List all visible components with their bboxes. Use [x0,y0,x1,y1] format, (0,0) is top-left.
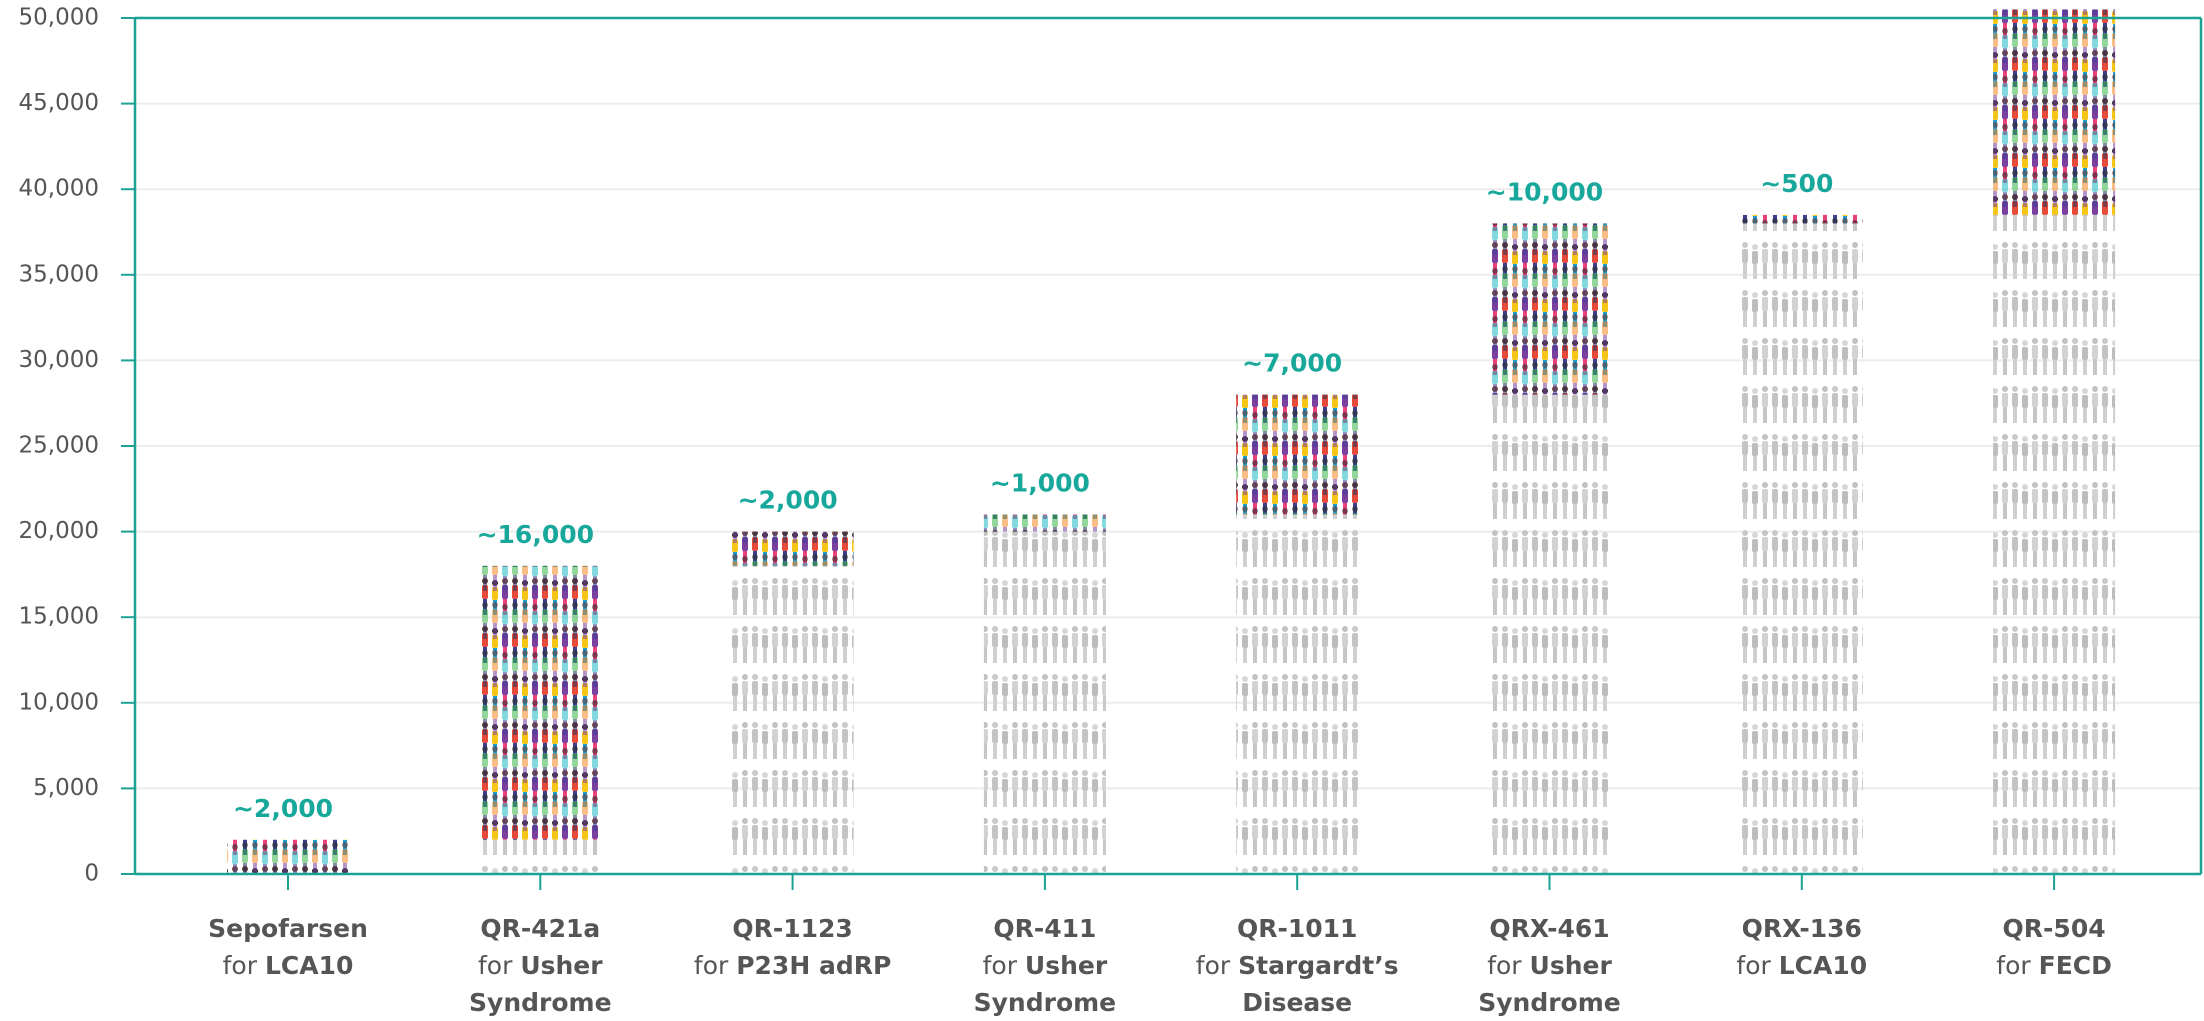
category-name: QR-411 [993,914,1096,943]
y-tick-label: 30,000 [19,347,99,373]
target-prefix: for [478,951,512,980]
value-label: ~500 [1760,169,1833,198]
target-name: P23H adRP [736,951,891,980]
bar-overlay [479,566,601,840]
stack-base [984,532,1106,874]
stack-base [1236,514,1358,874]
bars [227,9,2115,874]
value-label: ~10,000 [1486,177,1603,206]
value-label: ~2,000 [233,794,333,823]
stack-base [1993,215,2115,874]
target-prefix: for [223,951,257,980]
target-name: FECD [2039,951,2112,980]
bar-group [479,566,601,840]
bar-group [732,532,854,566]
bar-overlay [227,840,349,874]
category-name: QR-1123 [732,914,852,943]
bar-group [1236,395,1358,515]
category-name: QR-504 [2003,914,2106,943]
target-prefix: for [1487,951,1521,980]
chart: 0 5,000 10,000 15,000 20,000 25,000 30,000 35,0… [0,0,2204,1017]
category-name: QRX-136 [1742,914,1862,943]
category-label: QR-504 for FECD [1949,910,2159,984]
category-name: QR-1011 [1237,914,1357,943]
category-label: QRX-136 for LCA10 [1697,910,1907,984]
category-label: Sepofarsen for LCA10 [183,910,393,984]
y-tick-label: 20,000 [19,518,99,544]
bar-overlay [1993,9,2115,214]
target-name: LCA10 [265,951,353,980]
bar-overlay [732,532,854,566]
bar-group [1489,223,1611,394]
target-prefix: for [1736,951,1770,980]
target-prefix: for [983,951,1017,980]
bar-overlay [1741,215,1863,224]
y-tick-label: 50,000 [19,5,99,31]
bar-group [227,840,349,874]
bar-group [1993,9,2115,214]
target-name: LCA10 [1779,951,1867,980]
y-tick-label: 5,000 [33,775,99,801]
target-prefix: for [1196,951,1230,980]
bar-overlay [1236,395,1358,515]
bar-overlay [1489,223,1611,394]
stack-base [479,840,601,874]
value-label: ~1,000 [990,468,1090,497]
y-tick-label: 45,000 [19,90,99,116]
value-label: ~2,000 [738,486,838,515]
y-tick-label: 0 [84,861,99,887]
value-label: ~16,000 [477,520,594,549]
page: 0 5,000 10,000 15,000 20,000 25,000 30,000 35,0… [0,0,2204,1017]
stack-base [1489,395,1611,874]
bar-group [1741,215,1863,224]
category-name: Sepofarsen [208,914,368,943]
category-name: QRX-461 [1489,914,1609,943]
target-name: Stargardt’s Disease [1238,951,1398,1017]
category-name: QR-421a [480,914,600,943]
bar-group [984,514,1106,531]
target-prefix: for [694,951,728,980]
bar-overlay [984,514,1106,531]
stack-base [1741,223,1863,874]
stack-base [732,566,854,874]
value-label: ~7,000 [1242,349,1342,378]
target-prefix: for [1996,951,2030,980]
y-tick-label: 40,000 [19,176,99,202]
y-tick-label: 25,000 [19,433,99,459]
y-tick-label: 10,000 [19,689,99,715]
y-tick-label: 15,000 [19,604,99,630]
y-tick-label: 35,000 [19,261,99,287]
